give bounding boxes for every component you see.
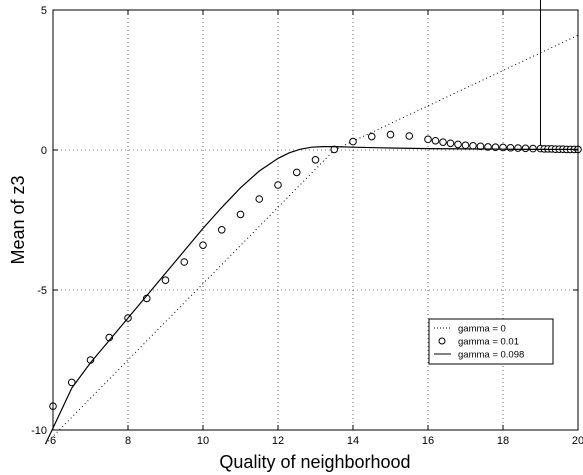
- series-point-gamma-0.01: [506, 143, 515, 152]
- series-point-gamma-0.01: [161, 276, 170, 285]
- plot-frame: [52, 9, 579, 431]
- series-point-gamma-0.01: [454, 140, 462, 149]
- series-point-gamma-0.01: [236, 210, 245, 219]
- x-tick-label: 8: [125, 435, 131, 447]
- series-point-gamma-0.01: [386, 130, 395, 139]
- x-tick-label: 18: [497, 435, 509, 447]
- x-tick-label: 20: [572, 435, 583, 447]
- series-line-gamma-0.098: [44, 146, 578, 445]
- series-point-gamma-0.01: [521, 144, 530, 153]
- y-tick-label: -5: [37, 285, 47, 297]
- series-point-gamma-0.01: [67, 378, 76, 387]
- series-point-gamma-0.01: [514, 144, 522, 152]
- y-tick-label: 5: [41, 5, 47, 17]
- legend-marker-circle: [438, 337, 446, 345]
- y-axis-label: Mean of z3: [8, 175, 28, 264]
- series-point-gamma-0.01: [469, 142, 477, 150]
- x-tick-label: 10: [197, 435, 209, 447]
- series-point-gamma-0.01: [424, 135, 432, 144]
- series-point-gamma-0.01: [349, 137, 357, 146]
- y-tick-label: -10: [31, 425, 47, 437]
- series-point-gamma-0.01: [274, 181, 282, 189]
- series-point-gamma-0.01: [217, 226, 226, 234]
- legend-entry-label: gamma = 0.098: [458, 350, 524, 361]
- series-point-gamma-0.01: [431, 136, 440, 145]
- series-point-gamma-0.01: [311, 156, 320, 164]
- x-axis-label: Quality of neighborhood: [219, 452, 410, 472]
- series-point-gamma-0.01: [180, 258, 189, 266]
- series-point-gamma-0.01: [476, 142, 485, 151]
- series-point-gamma-0.01: [405, 132, 414, 140]
- plot-background: [53, 10, 578, 430]
- series-point-gamma-0.01: [439, 138, 447, 146]
- series-point-gamma-0.01: [199, 241, 207, 249]
- series-point-gamma-0.01: [529, 144, 537, 153]
- series-layer: [44, 0, 582, 445]
- legend-box: [428, 318, 554, 365]
- x-tick-label: 14: [347, 435, 359, 447]
- y-tick-label: 0: [41, 145, 47, 157]
- series-point-gamma-0.01: [461, 141, 470, 150]
- x-tick-label: 16: [422, 435, 434, 447]
- x-tick-label: 12: [272, 435, 284, 447]
- series-point-gamma-0.01: [292, 168, 301, 177]
- ticks: 6 8 10 12 14 16 18 20 -10 -5 0 5: [31, 5, 583, 447]
- series-point-gamma-0.01: [367, 132, 376, 141]
- legend-entry-label: gamma = 0: [458, 324, 506, 335]
- series-point-gamma-0.01: [446, 139, 455, 148]
- x-tick-label: 6: [50, 435, 56, 447]
- series-point-gamma-0.01: [255, 195, 264, 203]
- legend-entry-label: gamma = 0.01: [458, 337, 519, 348]
- legend: gamma = 0 gamma = 0.01 gamma = 0.098: [428, 318, 554, 365]
